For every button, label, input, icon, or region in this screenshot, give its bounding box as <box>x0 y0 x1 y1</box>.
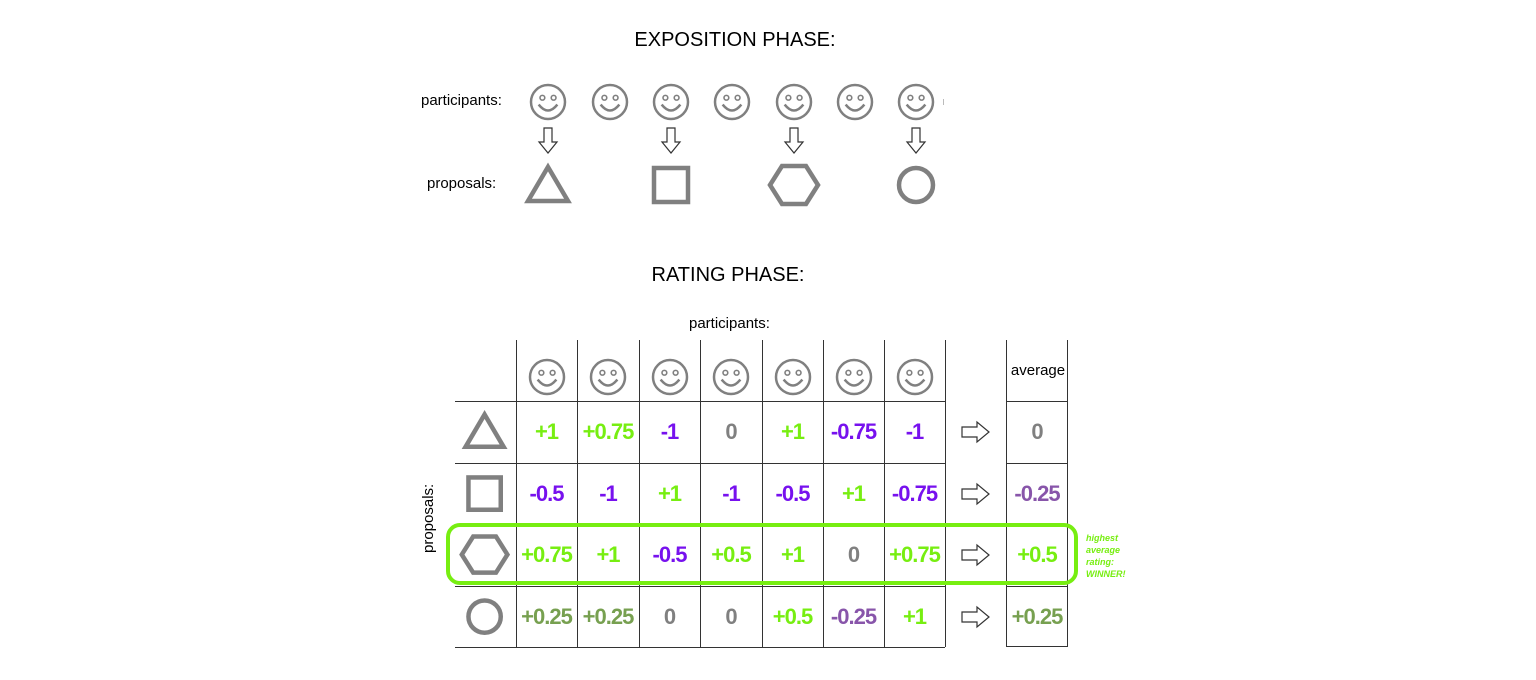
smiley-icon <box>529 83 567 121</box>
grid-line <box>884 340 885 647</box>
rating-cell: -0.25 <box>830 603 877 629</box>
rating-cell: -0.75 <box>830 419 877 444</box>
right-arrow-icon <box>961 420 990 444</box>
grid-line <box>577 340 578 647</box>
smiley-icon <box>896 358 933 396</box>
smiley-icon <box>528 358 565 396</box>
rating-cell: -0.5 <box>652 542 688 567</box>
grid-line <box>762 340 763 647</box>
grid-line <box>823 340 824 647</box>
rating-cell: +1 <box>780 542 805 567</box>
rating-participants-label: participants: <box>689 315 770 332</box>
rating-cell: +1 <box>780 419 805 444</box>
rating-cell: -0.75 <box>891 480 938 506</box>
rating-cell: +0.75 <box>582 419 635 444</box>
smiley-icon <box>652 83 690 121</box>
exposition-participants-label: participants: <box>421 92 502 109</box>
average-cell: -0.25 <box>1014 480 1060 506</box>
smiley-icon <box>836 83 874 121</box>
winner-note: highest average rating: WINNER! <box>1086 532 1126 580</box>
average-cell: +0.5 <box>1017 542 1057 567</box>
right-arrow-icon <box>961 543 990 567</box>
rating-cell: +0.5 <box>772 603 813 629</box>
average-header: average <box>1010 361 1066 379</box>
rating-cell: 0 <box>725 419 737 444</box>
down-arrow-icon <box>905 127 927 154</box>
partial-smiley-icon <box>943 99 947 105</box>
smiley-icon <box>897 83 935 121</box>
rating-cell: +1 <box>596 542 620 567</box>
winner-note-line: rating: <box>1086 557 1114 567</box>
rating-cell: +0.25 <box>582 603 635 629</box>
circle-icon <box>466 598 504 635</box>
smiley-icon <box>651 358 688 396</box>
winner-note-line: highest <box>1086 533 1119 543</box>
grid-line <box>455 401 945 402</box>
exposition-proposals-label: proposals: <box>427 175 497 192</box>
right-arrow-icon <box>961 605 990 628</box>
grid-line <box>639 340 640 647</box>
square-icon <box>466 475 504 512</box>
grid-line <box>1006 401 1068 402</box>
down-arrow-icon <box>783 127 805 154</box>
rating-cell: 0 <box>663 603 676 629</box>
rating-cell: -0.5 <box>775 480 811 506</box>
smiley-icon <box>589 358 627 396</box>
hexagon-icon <box>459 534 511 576</box>
rating-cell: +1 <box>902 603 927 629</box>
grid-line <box>455 463 945 464</box>
rating-cell: 0 <box>847 542 860 567</box>
winner-highlight <box>446 523 1078 585</box>
exposition-title: EXPOSITION PHASE: <box>634 29 836 51</box>
winner-note-line: average <box>1086 545 1121 555</box>
rating-cell: +0.75 <box>889 542 941 567</box>
rating-cell: -1 <box>722 480 741 506</box>
smiley-icon <box>712 358 750 396</box>
rating-cell: +0.5 <box>711 542 751 567</box>
rating-proposals-label: proposals: <box>420 483 437 553</box>
smiley-icon <box>835 358 872 396</box>
triangle-icon <box>462 410 508 450</box>
smiley-icon <box>713 83 751 121</box>
rating-cell: +1 <box>841 480 866 506</box>
square-icon <box>651 165 691 205</box>
rating-cell: -0.5 <box>529 480 565 506</box>
rating-cell: -1 <box>660 419 680 444</box>
grid-line <box>516 340 517 647</box>
rating-cell: -1 <box>905 419 925 444</box>
rating-cell: +0.75 <box>521 542 573 567</box>
rating-cell: +1 <box>657 480 682 506</box>
hexagon-icon <box>767 163 821 207</box>
rating-cell: +1 <box>534 419 559 444</box>
winner-note-line: WINNER! <box>1086 569 1126 579</box>
down-arrow-icon <box>660 127 682 154</box>
triangle-icon <box>524 162 572 204</box>
grid-line <box>700 340 701 647</box>
average-column <box>1006 340 1068 647</box>
grid-line <box>455 586 945 587</box>
grid-line <box>1006 586 1068 587</box>
smiley-icon <box>591 83 629 121</box>
circle-icon <box>896 165 936 205</box>
rating-cell: -1 <box>599 480 618 506</box>
down-arrow-icon <box>537 127 559 154</box>
right-arrow-icon <box>961 482 990 505</box>
grid-line <box>1006 463 1068 464</box>
rating-cell: +0.25 <box>521 603 573 629</box>
smiley-icon <box>774 358 811 396</box>
smiley-icon <box>775 83 813 121</box>
average-cell: +0.25 <box>1011 603 1064 629</box>
rating-title: RATING PHASE: <box>651 264 805 286</box>
grid-line <box>455 647 945 648</box>
average-cell: 0 <box>1031 419 1043 444</box>
rating-cell: 0 <box>725 603 737 629</box>
grid-line <box>945 340 946 647</box>
